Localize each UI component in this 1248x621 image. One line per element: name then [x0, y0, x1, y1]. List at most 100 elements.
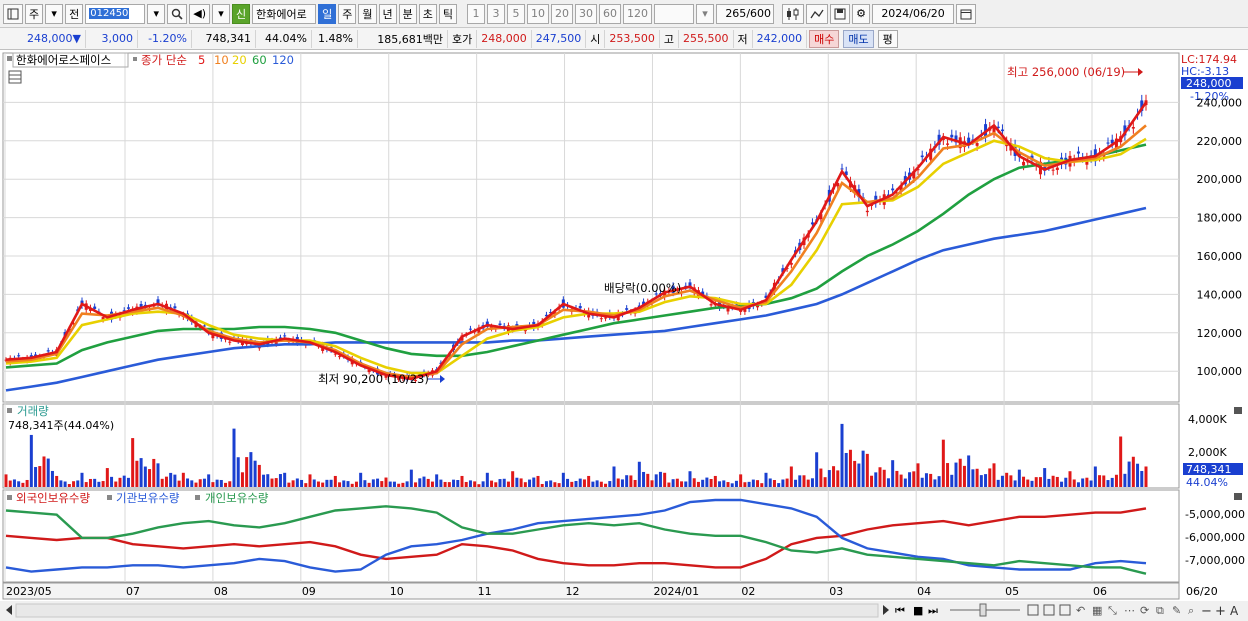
volume-bar	[979, 475, 983, 487]
candle-body	[367, 369, 371, 373]
grid-icon[interactable]: ▦	[1092, 604, 1102, 617]
volume-bar	[528, 479, 532, 487]
stop-icon[interactable]: ■	[913, 604, 923, 617]
zoom-in-icon[interactable]: +	[1215, 604, 1226, 619]
date-input[interactable]: 2024/06/20	[872, 3, 955, 24]
interval-dropdown-icon[interactable]: ▾	[696, 3, 715, 24]
window-icon-2[interactable]	[1043, 604, 1055, 616]
font-size-icon[interactable]: A	[1230, 604, 1239, 618]
x-axis-right-date: 06/20	[1186, 585, 1218, 598]
volume-bar	[422, 476, 426, 487]
volume-bar	[637, 461, 641, 487]
chart-area: 한화에어로스페이스 종가 단순 5 10 20 60 120 최고 256,00…	[0, 51, 1248, 621]
chart-menu-icon[interactable]	[3, 3, 23, 24]
copy-icon[interactable]: ⧉	[1156, 604, 1164, 617]
ma-handle[interactable]	[133, 57, 137, 61]
draw-icon[interactable]: ✎	[1172, 604, 1181, 617]
period-month[interactable]: 월	[358, 3, 377, 24]
window-icon-3[interactable]	[1059, 604, 1071, 616]
volume-bar	[865, 453, 869, 487]
volume-tag	[1183, 463, 1243, 475]
scroll-right-icon[interactable]	[883, 605, 889, 615]
minute-3[interactable]: 3	[487, 3, 506, 24]
volume-bar	[895, 470, 899, 487]
current-price-box: 248,000 ▼	[4, 29, 86, 48]
buy-button[interactable]: 매수	[809, 29, 840, 48]
fibo-icon[interactable]: ⋯	[1124, 604, 1135, 617]
minute-10[interactable]: 10	[527, 3, 550, 24]
code-dropdown-icon[interactable]: ▾	[147, 3, 166, 24]
price-tick-label: 200,000	[1197, 173, 1243, 186]
prev-button[interactable]: 전	[65, 3, 84, 24]
speaker-dropdown-icon[interactable]: ▾	[212, 3, 231, 24]
minute-120[interactable]: 120	[623, 3, 653, 24]
calendar-icon[interactable]	[956, 3, 977, 24]
stock-title: 한화에어로스페이스	[16, 53, 111, 67]
speaker-icon[interactable]: ◀)	[189, 3, 211, 24]
volume-bar	[414, 482, 418, 487]
period-day[interactable]: 일	[318, 3, 337, 24]
volume-pane-frame	[2, 403, 1180, 489]
period-second[interactable]: 초	[418, 3, 437, 24]
volume-bar	[967, 455, 971, 487]
count-input[interactable]: 265/600	[716, 3, 775, 24]
zoom-slider-thumb[interactable]	[979, 603, 987, 617]
minute-5[interactable]: 5	[507, 3, 526, 24]
trend-icon[interactable]: ⤡	[1108, 604, 1117, 617]
volume-bar	[806, 479, 810, 487]
rewind-icon[interactable]: ⏮	[895, 604, 905, 617]
search-icon[interactable]	[167, 3, 188, 24]
period-minute[interactable]: 분	[398, 3, 417, 24]
period-year[interactable]: 년	[378, 3, 397, 24]
holding-pane-close-icon[interactable]	[1234, 493, 1242, 500]
volume-bar	[772, 479, 776, 487]
individual-handle[interactable]	[195, 495, 200, 500]
candle-body	[992, 125, 996, 133]
minute-60[interactable]: 60	[599, 3, 622, 24]
candle-body	[688, 282, 692, 288]
line-tool-icon[interactable]	[806, 3, 829, 24]
fast-forward-icon[interactable]: ⏭	[928, 604, 938, 617]
candle-body	[122, 310, 126, 312]
candle-body	[684, 285, 688, 287]
minute-20[interactable]: 20	[551, 3, 574, 24]
window-icon[interactable]	[1027, 604, 1039, 616]
period-tick[interactable]: 틱	[438, 3, 458, 24]
custom-interval-input[interactable]	[654, 3, 695, 24]
volume-pane-close-icon[interactable]	[1234, 407, 1242, 414]
volume-pane-handle[interactable]	[7, 408, 12, 413]
volume-bar	[992, 463, 996, 487]
candle-body	[1076, 151, 1080, 154]
table-icon[interactable]	[8, 70, 22, 84]
period-week[interactable]: 주	[338, 3, 357, 24]
candle-type-icon[interactable]	[782, 3, 805, 24]
volume-bar	[730, 483, 734, 487]
type-select[interactable]: 주	[25, 3, 44, 24]
zoom-out-icon[interactable]: −	[1201, 604, 1212, 619]
volume-title: 거래량	[17, 404, 49, 418]
gear-icon[interactable]: ⚙	[852, 3, 871, 24]
volume-bar	[713, 475, 717, 487]
candle-body	[93, 306, 97, 309]
horizontal-scrollbar[interactable]	[15, 603, 879, 618]
volume-bars	[4, 423, 1148, 487]
save-icon[interactable]	[830, 3, 851, 24]
volume-bar	[781, 479, 785, 487]
chevron-down-icon[interactable]: ▾	[45, 3, 64, 24]
volume-bar	[768, 478, 772, 487]
scroll-left-icon[interactable]	[6, 605, 12, 615]
minute-1[interactable]: 1	[467, 3, 486, 24]
eval-button[interactable]: 평	[877, 29, 898, 48]
stock-code-input[interactable]: 012450	[85, 3, 146, 24]
cycle-icon[interactable]: ⟳	[1140, 604, 1149, 617]
undo-icon[interactable]: ↶	[1076, 604, 1085, 617]
magnify-icon[interactable]: ⌕	[1188, 604, 1194, 617]
volume-bar	[295, 478, 299, 487]
sell-button[interactable]: 매도	[843, 29, 874, 48]
candle-body	[468, 328, 472, 330]
holding-pane-handle[interactable]	[7, 495, 12, 500]
institution-handle[interactable]	[107, 495, 112, 500]
minute-30[interactable]: 30	[575, 3, 598, 24]
pane-handle[interactable]	[7, 56, 12, 61]
volume-bar	[1047, 478, 1051, 487]
